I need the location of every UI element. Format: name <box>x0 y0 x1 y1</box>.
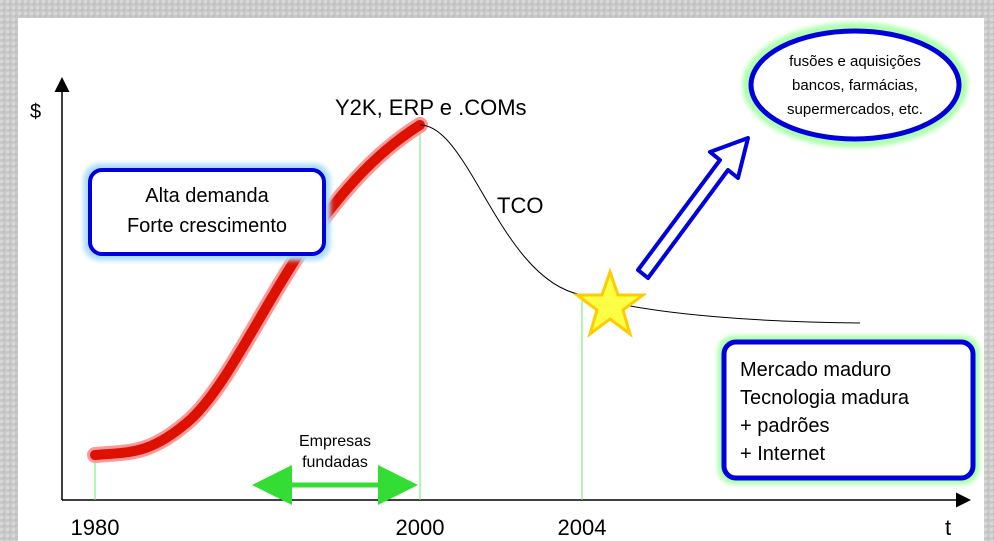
mergers-bubble <box>748 28 962 142</box>
growth-text: Forte crescimento <box>127 215 287 237</box>
year-label: 1980 <box>71 515 120 540</box>
growth-text: Alta demanda <box>145 185 269 207</box>
up-arrow <box>636 136 750 280</box>
year-label: 2000 <box>396 515 445 540</box>
growth-box <box>88 168 326 256</box>
growth-curve <box>90 120 425 460</box>
mature-text: + Internet <box>740 443 826 465</box>
x-label: t <box>945 515 951 540</box>
mature-text: + padrões <box>740 415 830 437</box>
year-label: 2004 <box>558 515 607 540</box>
bubble-glow <box>742 22 968 148</box>
mature-box <box>721 339 976 481</box>
mergers-text: supermercados, etc. <box>787 101 923 118</box>
y-label: $ <box>30 101 41 123</box>
mature-text: Tecnologia madura <box>740 387 910 409</box>
peak-label: Y2K, ERP e .COMs <box>335 95 527 120</box>
mergers-text: bancos, farmácias, <box>792 77 918 94</box>
mature-text: Mercado maduro <box>740 359 891 381</box>
star <box>572 267 648 338</box>
mergers-text: fusões e aquisições <box>789 53 921 70</box>
curve-label: TCO <box>497 193 543 218</box>
founded-text: Empresas <box>299 433 371 450</box>
founded-text: fundadas <box>302 454 368 471</box>
